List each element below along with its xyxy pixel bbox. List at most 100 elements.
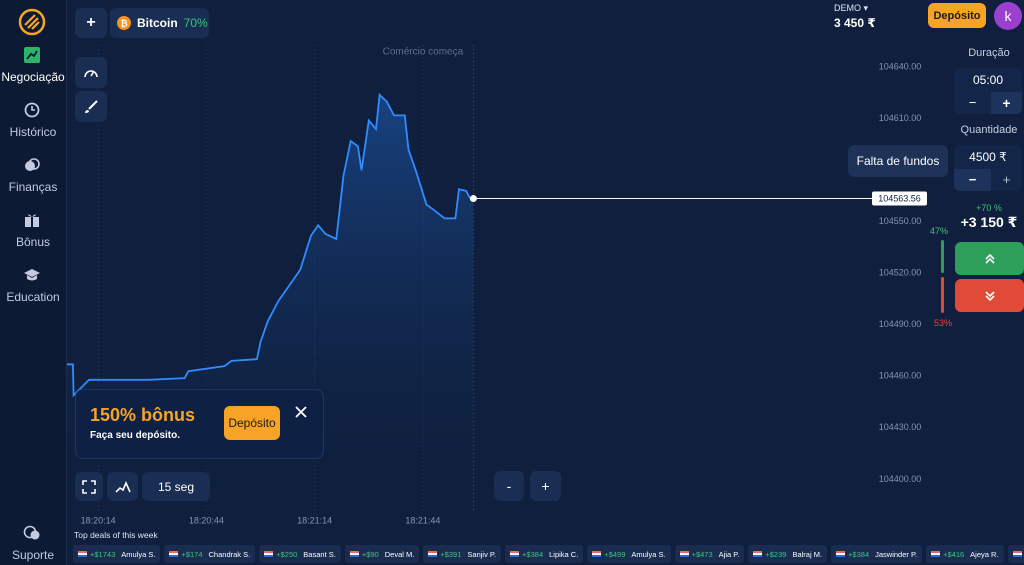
deal-amount: +$250 [276,549,298,559]
deal: +$384 Jaswinder P. [831,545,923,563]
brush-icon [85,99,98,113]
asset-selector[interactable]: ₿ Bitcoin 70% [110,8,209,38]
deal: +$90 Deval M. [344,545,420,563]
deal: +$250 Basant S. [259,545,341,563]
current-price-box [872,191,927,206]
y-tick-label: 104520.00 [879,268,922,278]
deal-name: Chandrak S. [208,549,251,559]
up-button[interactable] [955,242,1024,275]
deal-name: Basant S. [303,549,336,559]
y-tick-label: 104610.00 [879,113,922,123]
bonus-title: 150% bônus [90,405,196,425]
avatar[interactable]: k [994,2,1022,30]
sidebar: Negociação Histórico Finanças Bônus Educ… [0,0,67,565]
chart-type-button[interactable] [107,472,138,501]
deal: +$473 Ajia P. [674,545,745,563]
deal: +$1743 Amulya S. [73,545,161,563]
deal: +$499 Amulya S. [587,545,671,563]
chart-type-icon [114,480,131,493]
down-icon [984,290,995,301]
support-link[interactable]: Suporte [11,548,55,562]
deal-amount: +$416 [943,549,965,559]
flag [1012,551,1022,557]
deal: +$174 Chandrak S. [164,545,256,563]
amount-minus[interactable]: − [954,169,991,191]
down-bar [941,277,944,313]
flag [592,551,602,557]
deal-amount: +$384 [522,549,544,559]
deal: +$391 Sanjiv P. [423,545,502,563]
timeframe-button[interactable]: 15 seg [142,472,210,501]
profit: +3 150 ₹ [960,214,1018,230]
drawing-button[interactable] [75,91,107,122]
nav-item[interactable]: Negociação [1,70,65,84]
deal-name: Jaswinder P. [875,549,918,559]
deals-title: Top deals of this week [74,530,158,540]
current-price-label: 104563.56 [878,193,921,203]
bonus-popup: 150% bônus Faça seu depósito. Depósito [75,389,324,459]
flag [836,551,846,557]
deal-amount: +$384 [848,549,870,559]
zoom-out-button[interactable]: - [494,471,524,501]
account-balance: 3 450 ₹ [834,16,876,30]
flag [349,551,359,557]
nav-item[interactable]: Bônus [15,235,51,249]
down-button[interactable] [955,279,1024,312]
deal-name: Amulya S. [121,549,156,559]
deposit-button[interactable]: Depósito [928,3,986,28]
close-button[interactable] [294,405,308,419]
bonus-text: Faça seu depósito. [90,430,181,441]
trade-start-label: Comércio começa [383,47,464,58]
y-tick-label: 104490.00 [879,319,922,329]
account-mode-label: DEMO [834,3,861,13]
nav-item[interactable]: Finanças [8,180,58,194]
deal-name: Balraj M. [792,549,823,559]
asset-name: Bitcoin [137,16,178,30]
fullscreen-button[interactable] [75,472,103,501]
flag [428,551,438,557]
indicators-button[interactable] [75,57,107,88]
deal-name: Sanjiv P. [467,549,497,559]
current-price-dot [469,195,477,203]
flag [169,551,179,557]
deal-name: Ajia P. [718,549,740,559]
logo [18,8,46,36]
up-bar [941,240,944,273]
finance-icon [25,158,40,171]
deal-name: Amulya S. [631,549,666,559]
nav-item[interactable]: Histórico [9,125,57,139]
y-tick-label: 104640.00 [879,62,922,72]
bitcoin-icon: ₿ [117,16,131,30]
up-icon [984,253,995,264]
y-tick-label: 104430.00 [879,422,922,432]
amount-plus[interactable]: + [1002,172,1011,187]
account-mode[interactable]: DEMO ▾ [834,3,869,13]
deal-amount: +$239 [765,549,787,559]
deal: +$416 Ajeya R. [926,545,1004,563]
tooltip: Falta de fundos [848,145,948,177]
deal-amount: +$90 [361,549,379,559]
nav-item[interactable]: Education [6,290,60,304]
flag [78,551,87,557]
amount-box: 4500 ₹ − + [954,145,1022,191]
price-line [66,92,474,398]
duration-value[interactable]: 05:00 [972,73,1004,87]
duration-plus[interactable]: + [991,92,1022,114]
deal-amount: +$1743 [90,549,116,559]
duration-box: 05:00 − + [954,68,1022,114]
add-asset-button[interactable]: + [75,8,107,38]
asset-payout: 70% [183,16,208,30]
deal-name: Ajeya R. [970,549,999,559]
deals-list: +$1743 Amulya S. +$174 Chandrak S. +$250 Basa… [73,545,1024,563]
amount-label: Quantidade [960,124,1018,136]
flag [753,551,763,557]
history-icon [24,102,40,118]
amount-value[interactable]: 4500 ₹ [969,150,1007,164]
duration-minus[interactable]: − [968,95,977,110]
bonus-deposit-button[interactable]: Depósito [224,406,280,440]
flag [264,551,274,557]
y-tick-label: 104400.00 [879,474,922,484]
flag [931,551,941,557]
zoom-in-button[interactable]: + [530,471,561,501]
x-tick-label: 18:20:14 [81,515,116,525]
